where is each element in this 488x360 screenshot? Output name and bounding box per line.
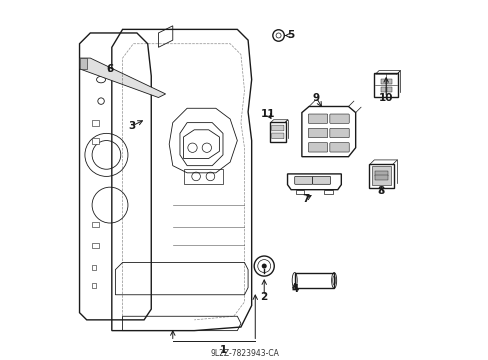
Text: 11: 11 [260, 109, 274, 119]
FancyBboxPatch shape [386, 78, 391, 84]
Text: 1: 1 [219, 345, 226, 355]
Polygon shape [80, 58, 165, 98]
FancyBboxPatch shape [269, 122, 285, 141]
Text: 6: 6 [106, 64, 113, 74]
FancyBboxPatch shape [92, 243, 99, 248]
FancyBboxPatch shape [92, 265, 96, 270]
Text: 7: 7 [301, 194, 308, 204]
FancyBboxPatch shape [329, 143, 348, 152]
FancyBboxPatch shape [329, 114, 348, 123]
FancyBboxPatch shape [374, 175, 387, 180]
Text: 8: 8 [377, 186, 385, 196]
FancyBboxPatch shape [92, 120, 99, 126]
Text: 9L2Z-7823943-CA: 9L2Z-7823943-CA [210, 348, 278, 357]
FancyBboxPatch shape [374, 171, 387, 176]
Text: 3: 3 [128, 121, 135, 131]
Text: 9: 9 [312, 93, 319, 103]
Text: 4: 4 [290, 284, 298, 294]
FancyBboxPatch shape [380, 87, 385, 92]
FancyBboxPatch shape [92, 222, 99, 226]
FancyBboxPatch shape [308, 129, 327, 138]
FancyBboxPatch shape [373, 73, 397, 97]
FancyBboxPatch shape [271, 125, 284, 131]
FancyBboxPatch shape [92, 283, 96, 288]
FancyBboxPatch shape [312, 176, 330, 184]
FancyBboxPatch shape [308, 143, 327, 152]
FancyBboxPatch shape [368, 163, 393, 188]
Text: 2: 2 [260, 292, 267, 302]
FancyBboxPatch shape [308, 114, 327, 123]
Circle shape [261, 264, 266, 269]
Polygon shape [80, 58, 86, 69]
FancyBboxPatch shape [329, 129, 348, 138]
FancyBboxPatch shape [371, 166, 390, 185]
Text: 5: 5 [287, 31, 294, 40]
FancyBboxPatch shape [92, 138, 99, 144]
FancyBboxPatch shape [380, 78, 385, 84]
FancyBboxPatch shape [386, 87, 391, 92]
FancyBboxPatch shape [271, 133, 284, 139]
Text: 10: 10 [378, 93, 393, 103]
FancyBboxPatch shape [294, 176, 312, 184]
